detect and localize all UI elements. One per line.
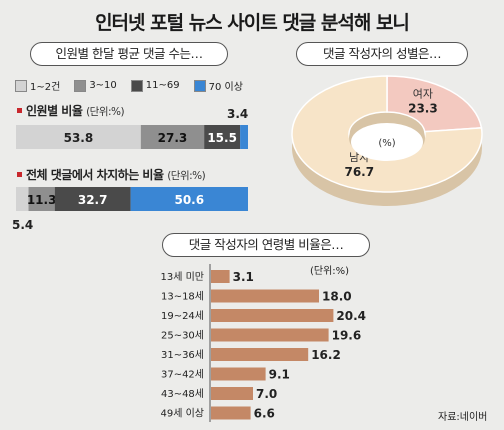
age-category-label: 19~24세 [161, 310, 204, 322]
red-square-icon [17, 108, 22, 113]
legend-swatch-4 [193, 79, 206, 92]
total-section-title: 전체 댓글에서 차지하는 비율 (단위:%) [17, 166, 206, 183]
legend-item-3: 11~69 [130, 79, 180, 92]
donut-slice-value: 23.3 [408, 102, 438, 116]
donut-slice-value: 76.7 [344, 165, 374, 179]
total-bar-value-label: 32.7 [78, 193, 108, 207]
total-stacked-bar: 11.3 32.7 50.6 [16, 187, 248, 211]
total-section-label: 전체 댓글에서 차지하는 비율 [26, 168, 164, 182]
legend-swatch-3 [130, 79, 143, 92]
total-bar-value-label: 50.6 [174, 193, 204, 207]
donut-slice-female [386, 75, 483, 133]
people-bar-value-label: 27.3 [158, 131, 188, 145]
total-bar-segment-4 [130, 187, 248, 211]
legend-item-1: 1~2건 [15, 78, 60, 93]
people-section-title: 인원별 비율 (단위:%) [17, 102, 125, 119]
age-value-label: 18.0 [322, 290, 352, 304]
total-bar-segment-1 [16, 187, 29, 211]
age-value-label: 3.1 [233, 270, 254, 284]
age-value-label: 19.6 [332, 329, 362, 343]
age-bar [211, 348, 309, 361]
age-bar [211, 328, 329, 342]
total-bar-value-label: 11.3 [27, 193, 57, 207]
legend-swatch-2 [74, 79, 87, 92]
people-bar-value-label: 53.8 [64, 131, 94, 145]
age-bar [211, 270, 230, 283]
age-value-label: 16.2 [311, 348, 341, 362]
total-section-unit: (단위:%) [167, 170, 206, 182]
people-section-label: 인원별 비율 [26, 104, 83, 118]
legend-label-4: 70 이상 [208, 82, 243, 93]
age-bar [211, 387, 253, 400]
age-bar [211, 289, 319, 303]
age-category-label: 25~30세 [161, 330, 204, 342]
people-bar-segment-3 [204, 125, 241, 149]
page-title: 인터넷 포털 뉴스 사이트 댓글 분석해 보니 [95, 12, 410, 34]
people-bar-outer-label: 3.4 [227, 107, 249, 121]
people-bar-value-label: 15.5 [207, 131, 237, 145]
red-square-icon [17, 172, 22, 177]
age-value-label: 9.1 [269, 368, 290, 382]
count-panel-title: 인원별 한달 평균 댓글 수는… [30, 42, 228, 66]
age-category-label: 13세 미만 [160, 271, 204, 283]
donut-slice-name: 여자 [413, 88, 433, 101]
people-bar-segment-4 [240, 125, 248, 149]
legend-swatch-1 [15, 79, 27, 92]
age-category-label: 43~48세 [161, 388, 204, 400]
age-value-label: 7.0 [256, 387, 277, 401]
people-section-unit: (단위:%) [86, 106, 125, 118]
legend: 1~2건 3~10 11~69 70 이상 [15, 78, 257, 93]
gender-panel-title: 댓글 작성자의 성별은… [296, 42, 468, 66]
age-bar-chart: 13세 미만 3.1 13~18세 18.0 19~24세 20.4 25~30세 19.6 3… [160, 264, 366, 422]
age-category-label: 37~42세 [161, 369, 204, 381]
people-stacked-bar: 53.8 27.3 15.5 [16, 125, 248, 149]
donut-hole [351, 123, 423, 161]
age-unit-label: (단위:%) [310, 266, 350, 277]
age-bar [211, 367, 266, 381]
age-category-label: 31~36세 [161, 349, 204, 361]
donut-center-label: (%) [378, 138, 395, 149]
source-note: 자료:네이버 [438, 412, 488, 423]
legend-label-3: 11~69 [145, 80, 180, 91]
age-value-label: 6.6 [254, 407, 275, 421]
people-bar-segment-2 [140, 125, 205, 149]
legend-item-4: 70 이상 [193, 78, 243, 93]
legend-item-2: 3~10 [74, 79, 117, 92]
age-category-label: 13~18세 [161, 291, 204, 303]
legend-label-2: 3~10 [89, 80, 117, 91]
people-bar-segment-1 [16, 125, 141, 149]
age-panel-title: 댓글 작성자의 연령별 비율은… [162, 233, 370, 257]
age-bar [211, 309, 334, 322]
total-bar-outer-label: 5.4 [12, 218, 34, 232]
legend-label-1: 1~2건 [30, 82, 61, 93]
age-value-label: 20.4 [336, 309, 366, 323]
age-bar [211, 406, 251, 420]
total-bar-segment-3 [54, 187, 131, 211]
age-category-label: 49세 이상 [160, 408, 204, 420]
total-bar-segment-2 [28, 187, 55, 211]
